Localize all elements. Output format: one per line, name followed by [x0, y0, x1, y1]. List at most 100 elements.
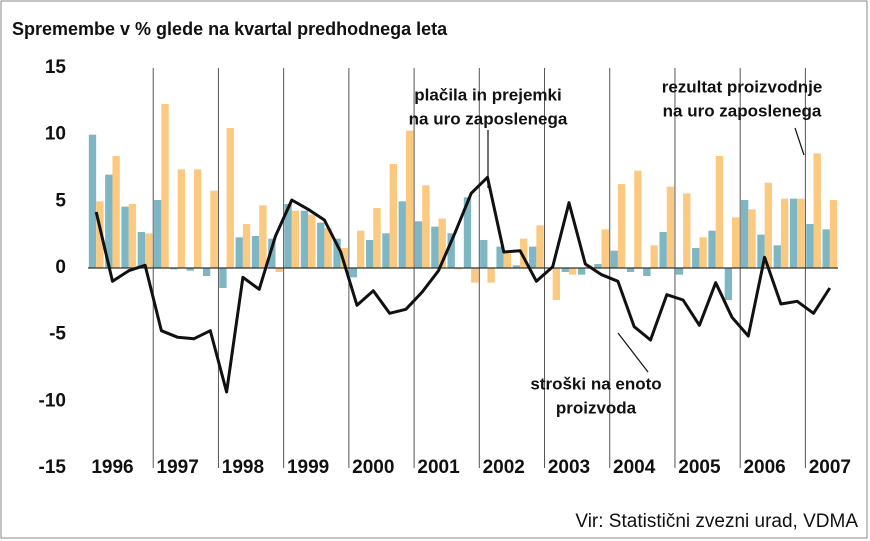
bar	[708, 230, 716, 268]
bar	[789, 198, 798, 268]
bar	[226, 128, 234, 268]
bar	[291, 210, 300, 268]
bar	[503, 253, 512, 268]
bar	[365, 240, 374, 268]
annotation: na uro zaposlenega	[409, 109, 568, 128]
x-tick-label: 1997	[157, 457, 199, 478]
bar	[219, 268, 227, 288]
bar	[601, 229, 609, 268]
bar	[259, 205, 267, 268]
bar	[137, 232, 146, 268]
bar	[333, 238, 341, 268]
x-tick-label: 2002	[483, 457, 525, 478]
bar	[121, 206, 129, 268]
bar	[529, 246, 537, 268]
bar	[659, 232, 667, 268]
bar	[438, 218, 446, 268]
bar	[88, 134, 97, 268]
annotation: na uro zaposlenega	[663, 101, 822, 120]
bar	[177, 169, 186, 268]
bar	[699, 237, 707, 268]
x-tick-label: 2001	[417, 457, 460, 478]
x-tick-label: 2004	[613, 457, 656, 478]
bar	[552, 268, 561, 300]
bar	[757, 234, 765, 268]
bar	[414, 221, 423, 268]
bar	[813, 153, 821, 268]
bar	[740, 200, 749, 268]
bar	[568, 268, 577, 275]
annotations: plačila in prejemki na uro zaposlenega rez…	[409, 77, 823, 417]
bar	[675, 268, 684, 275]
bar	[748, 209, 756, 268]
bar	[594, 264, 602, 268]
bar	[536, 225, 544, 268]
y-tick-label: 0	[55, 257, 66, 278]
bar	[480, 240, 488, 268]
x-tick-label: 1998	[222, 457, 264, 478]
bar	[405, 130, 414, 268]
bar	[210, 190, 218, 268]
x-tick-label: 2000	[352, 457, 394, 478]
bar	[617, 184, 626, 268]
x-tick-label: 2007	[809, 457, 851, 478]
annotation: proizvoda	[556, 398, 637, 417]
bar	[317, 222, 325, 268]
bar	[308, 214, 316, 268]
bar	[577, 268, 586, 275]
bar	[161, 104, 169, 268]
arrow	[794, 127, 805, 156]
bar	[806, 224, 814, 268]
bar	[822, 229, 830, 268]
bar	[373, 208, 381, 268]
bar	[715, 156, 724, 268]
bar	[463, 197, 472, 268]
y-tick-label: 10	[45, 124, 66, 145]
bar	[797, 198, 805, 268]
bar	[764, 182, 772, 268]
bar	[251, 236, 260, 268]
bar	[666, 186, 675, 268]
bar	[520, 238, 528, 268]
bar	[202, 268, 211, 276]
bar	[398, 201, 406, 268]
bar	[447, 233, 455, 268]
x-tick-label: 1999	[287, 457, 329, 478]
plot	[88, 68, 838, 468]
x-tick-label: 2003	[548, 457, 590, 478]
bar	[275, 268, 283, 272]
y-tick-label: -5	[49, 324, 66, 345]
bar	[561, 268, 569, 272]
bar	[626, 268, 635, 272]
bar	[154, 200, 162, 268]
annotation: plačila in prejemki	[414, 85, 561, 104]
bar	[340, 248, 349, 268]
bar	[724, 268, 733, 300]
y-tick-label: -15	[39, 457, 67, 478]
bar	[487, 268, 495, 283]
arrow	[617, 332, 649, 373]
source: Vir: Statistični zvezni urad, VDMA	[575, 511, 858, 532]
x-tick-label: 2005	[678, 457, 721, 478]
bar	[242, 224, 251, 268]
bar	[186, 268, 194, 271]
annotation: rezultat proizvodnje	[662, 77, 823, 96]
bar	[389, 164, 397, 268]
x-tick-label: 1996	[91, 457, 133, 478]
annotation: stroški na enoto	[530, 374, 661, 393]
bar	[170, 268, 178, 270]
y-tick-label: 15	[45, 57, 67, 78]
bar	[112, 156, 120, 268]
bar	[357, 230, 365, 268]
line	[94, 175, 832, 394]
bar	[692, 248, 700, 268]
bar	[128, 204, 137, 268]
bar	[235, 237, 243, 268]
bar	[773, 245, 781, 268]
bar	[650, 245, 658, 268]
bar	[284, 204, 292, 268]
bar	[300, 210, 309, 268]
y-tick-label: -10	[39, 390, 66, 411]
bar	[431, 226, 439, 268]
